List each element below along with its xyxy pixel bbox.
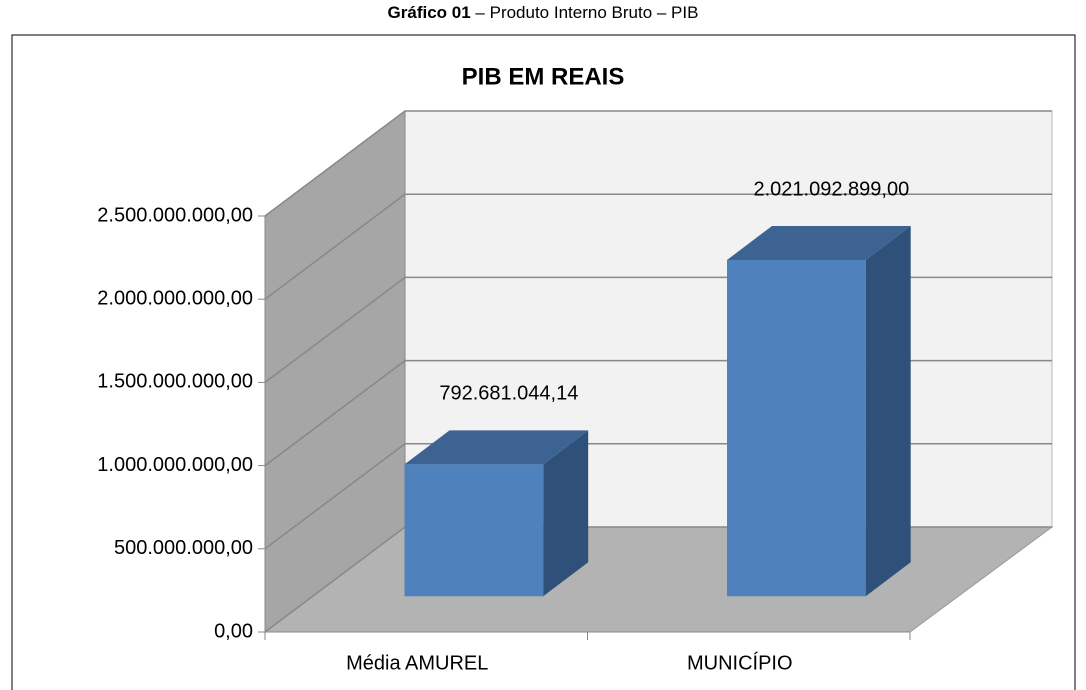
y-tick-label: 500.000.000,00 <box>114 537 253 559</box>
grid-line <box>264 110 1052 217</box>
x-tick-label: Média AMUREL <box>346 652 488 674</box>
bar <box>404 464 544 597</box>
caption-text: – Produto Interno Bruto – PIB <box>475 3 698 22</box>
chart-frame <box>11 34 1076 690</box>
bar-top <box>404 430 589 465</box>
bar-top <box>727 225 911 260</box>
bar-side <box>543 430 589 597</box>
y-tick-label: 0,00 <box>214 620 253 642</box>
bar <box>727 259 866 597</box>
y-tick-label: 2.000.000.000,00 <box>97 287 253 309</box>
bar-side <box>865 225 911 597</box>
chart-title: PIB EM REAIS <box>462 63 625 90</box>
x-tick-label: MUNICÍPIO <box>687 651 793 674</box>
value-label: 792.681.044,14 <box>439 383 578 405</box>
caption-label: Gráfico 01 <box>388 3 471 22</box>
grid-line <box>264 193 1052 300</box>
y-tick-label: 1.000.000.000,00 <box>97 454 253 476</box>
caption: Gráfico 01 – Produto Interno Bruto – PIB <box>388 3 699 22</box>
value-label: 2.021.092.899,00 <box>753 178 909 200</box>
y-tick-label: 2.500.000.000,00 <box>97 204 253 226</box>
y-tick-label: 1.500.000.000,00 <box>97 371 253 393</box>
